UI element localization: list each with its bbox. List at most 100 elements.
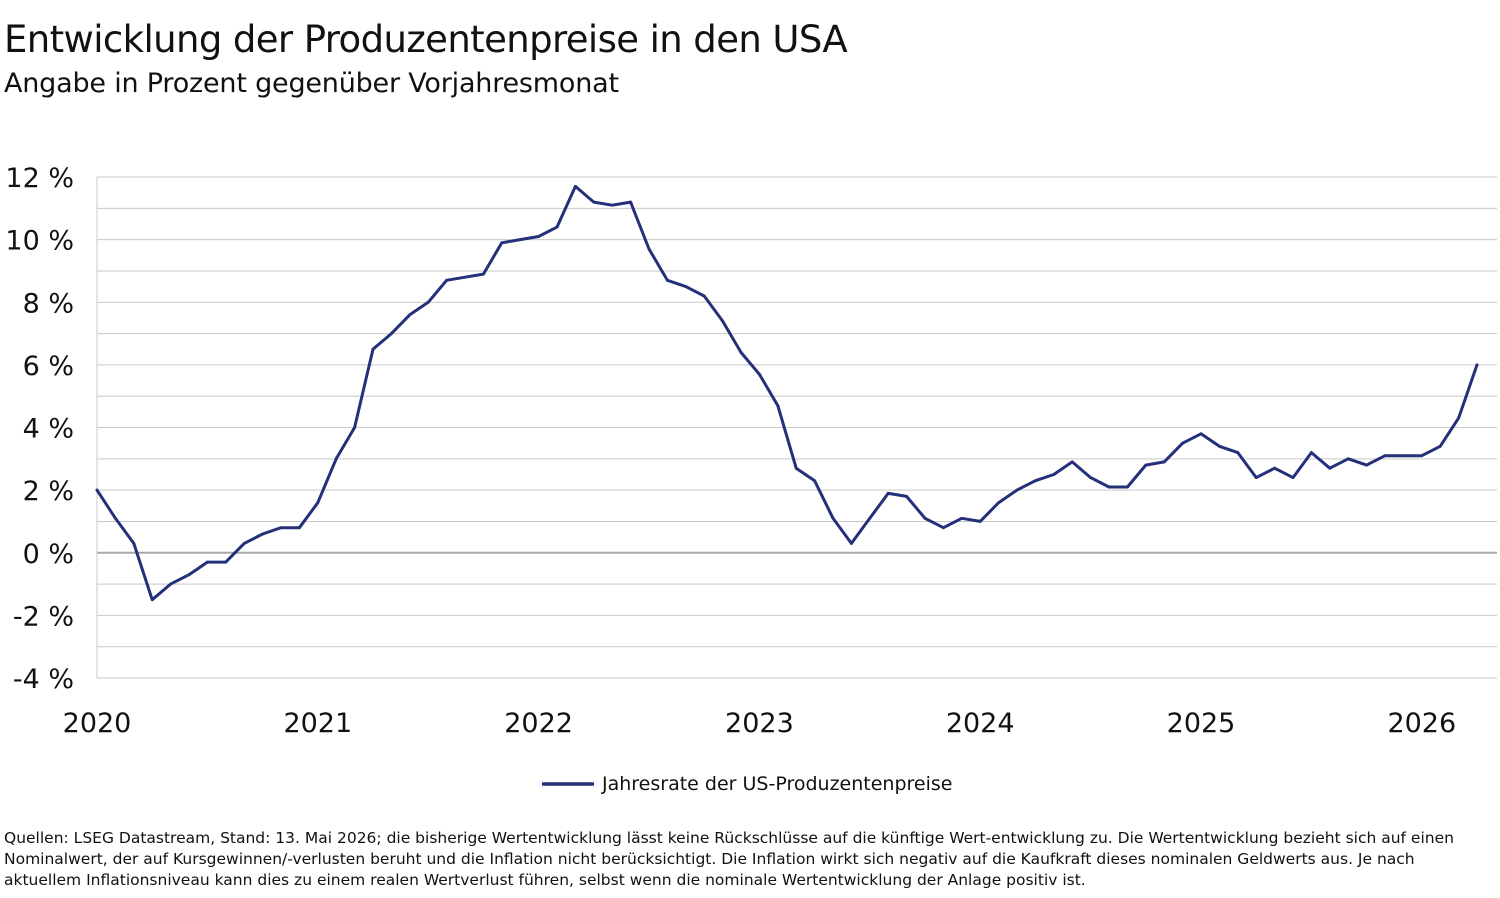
- data-point: [169, 582, 173, 586]
- data-point: [610, 203, 614, 207]
- data-point: [997, 501, 1000, 505]
- data-point: [592, 200, 596, 204]
- data-point: [1144, 463, 1148, 467]
- data-point: [206, 560, 209, 564]
- data-point: [758, 372, 761, 376]
- x-tick-label: 2024: [946, 708, 1015, 739]
- data-point: [1420, 454, 1424, 458]
- data-point: [794, 466, 798, 470]
- y-tick-label: 4 %: [23, 414, 74, 445]
- y-axis: 12 % 10 % 8 % 6 % 4 % 2 % 0 % -2 % -4 %: [5, 163, 74, 695]
- data-point: [960, 516, 964, 520]
- data-point: [482, 272, 485, 276]
- data-point: [1089, 476, 1092, 479]
- data-point: [905, 494, 908, 498]
- y-tick-label: -2 %: [13, 601, 74, 632]
- data-point: [1199, 432, 1203, 436]
- data-point: [298, 526, 301, 530]
- data-point: [555, 225, 559, 229]
- data-point: [1273, 466, 1276, 470]
- data-point: [445, 278, 448, 282]
- x-axis: 2020 2021 2022 2023 2024 2025 2026: [63, 708, 1457, 739]
- data-point: [666, 278, 669, 282]
- data-point: [886, 491, 890, 495]
- x-tick-label: 2020: [63, 708, 132, 739]
- data-point: [721, 319, 724, 323]
- data-point: [408, 313, 412, 317]
- y-tick-label: 12 %: [5, 163, 74, 194]
- data-point: [702, 294, 706, 298]
- y-tick-label: 8 %: [23, 288, 74, 319]
- data-point: [1162, 460, 1166, 464]
- y-tick-label: 6 %: [23, 351, 74, 382]
- data-point: [1181, 441, 1184, 445]
- data-point: [978, 520, 982, 523]
- data-point: [574, 184, 577, 188]
- data-point: [1346, 457, 1350, 461]
- x-tick-label: 2023: [725, 708, 794, 739]
- data-point: [1457, 416, 1460, 420]
- data-point: [224, 560, 228, 564]
- chart-subtitle: Angabe in Prozent gegenüber Vorjahresmon…: [4, 68, 619, 99]
- data-point: [831, 516, 835, 520]
- y-tick-label: -4 %: [13, 664, 74, 695]
- data-point: [537, 235, 540, 238]
- data-point: [95, 488, 99, 492]
- data-point: [242, 541, 246, 545]
- chart-title: Entwicklung der Produzentenpreise in den…: [4, 18, 848, 61]
- gridlines: [96, 176, 1497, 679]
- data-point: [150, 598, 154, 602]
- data-point: [1402, 454, 1405, 458]
- data-point: [426, 300, 430, 304]
- data-point: [739, 350, 743, 354]
- x-tick-label: 2022: [504, 708, 573, 739]
- data-point: [371, 347, 375, 351]
- data-point: [500, 241, 504, 245]
- x-tick-label: 2021: [283, 708, 352, 739]
- legend-label: Jahresrate der US-Produzentenpreise: [601, 773, 952, 795]
- source-footnote: Quellen: LSEG Datastream, Stand: 13. Mai…: [4, 829, 1454, 889]
- data-point: [334, 457, 338, 461]
- x-tick-label: 2025: [1167, 708, 1236, 739]
- data-point: [629, 200, 632, 204]
- series-layer: [95, 184, 1479, 602]
- data-point: [1126, 485, 1129, 489]
- y-tick-label: 10 %: [5, 226, 74, 257]
- data-point: [868, 516, 872, 520]
- series-line: [95, 184, 1479, 602]
- data-point: [1365, 463, 1368, 467]
- legend: Jahresrate der US-Produzentenpreise: [542, 773, 952, 795]
- data-point: [1383, 454, 1387, 458]
- data-point: [1236, 451, 1240, 454]
- data-point: [353, 426, 356, 429]
- data-point: [316, 501, 320, 505]
- data-point: [1291, 476, 1295, 479]
- data-point: [1107, 485, 1111, 489]
- data-point: [261, 532, 264, 536]
- data-point: [776, 404, 780, 407]
- data-point: [1218, 444, 1221, 448]
- data-point: [647, 247, 651, 251]
- data-point: [463, 275, 467, 279]
- data-point: [1052, 473, 1056, 476]
- data-point: [132, 541, 136, 545]
- data-point: [390, 332, 393, 335]
- data-point: [1328, 466, 1332, 470]
- data-point: [279, 526, 283, 530]
- data-point: [942, 526, 945, 530]
- data-point: [1475, 363, 1479, 367]
- data-point: [1438, 444, 1442, 448]
- data-point: [1254, 476, 1258, 479]
- data-point: [1034, 479, 1037, 483]
- data-point: [114, 516, 117, 520]
- y-tick-label: 0 %: [23, 539, 74, 570]
- data-point: [187, 573, 191, 577]
- data-point: [1070, 460, 1074, 464]
- data-point: [850, 541, 853, 545]
- data-point: [1310, 451, 1313, 454]
- data-point: [684, 285, 688, 288]
- data-point: [923, 516, 927, 520]
- data-point: [1015, 488, 1019, 492]
- y-tick-label: 2 %: [23, 476, 74, 507]
